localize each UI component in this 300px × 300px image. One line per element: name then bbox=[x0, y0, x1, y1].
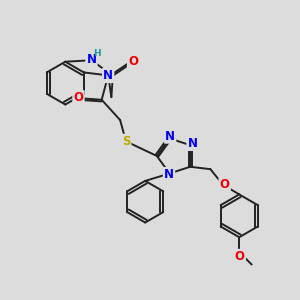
Text: S: S bbox=[122, 135, 130, 148]
Text: N: N bbox=[188, 137, 198, 150]
Text: O: O bbox=[128, 55, 138, 68]
Text: H: H bbox=[93, 49, 101, 58]
Text: O: O bbox=[74, 91, 83, 104]
Text: N: N bbox=[165, 130, 175, 142]
Text: N: N bbox=[164, 168, 174, 181]
Text: O: O bbox=[220, 178, 230, 191]
Text: N: N bbox=[86, 52, 96, 66]
Text: O: O bbox=[235, 250, 245, 263]
Text: N: N bbox=[103, 69, 113, 82]
